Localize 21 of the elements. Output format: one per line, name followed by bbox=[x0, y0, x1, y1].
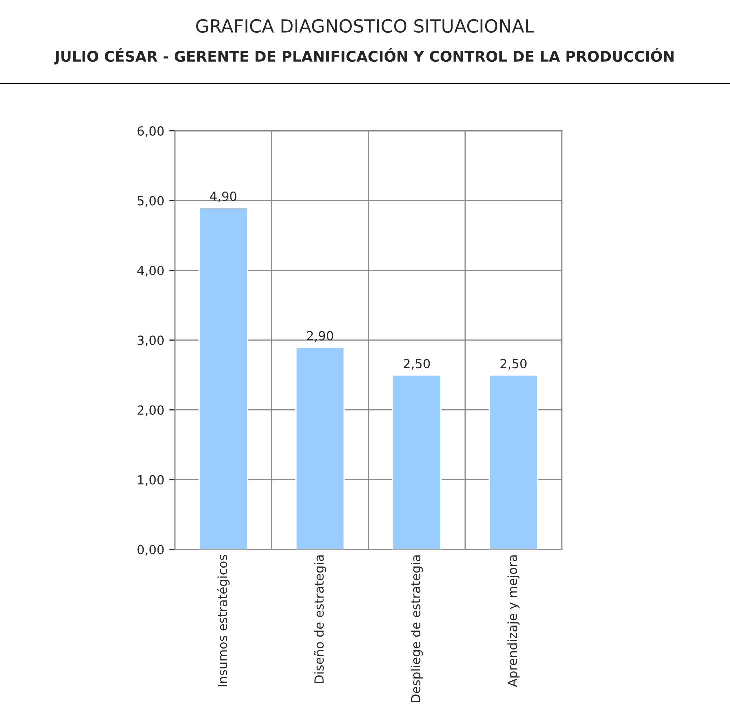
bar bbox=[198, 207, 248, 550]
data-label: 2,50 bbox=[404, 359, 430, 370]
y-tick-label: 5,00 bbox=[138, 196, 164, 208]
x-tick-label: Diseño de estrategia bbox=[314, 556, 326, 684]
x-tick-label: Despliege de estrategia bbox=[410, 556, 424, 702]
data-label: 2,90 bbox=[307, 331, 334, 342]
bar bbox=[392, 374, 442, 550]
data-label: 2,50 bbox=[500, 359, 527, 370]
bar bbox=[295, 346, 346, 550]
bar bbox=[488, 374, 539, 550]
y-tick-label: 1,00 bbox=[138, 475, 164, 486]
x-tick-label: Aprendizaje y mejora bbox=[508, 556, 520, 688]
chart-title: GRAFICA DIAGNOSTICO SITUACIONAL bbox=[196, 19, 534, 34]
x-tick-label: Insumos estratégicos bbox=[217, 555, 230, 687]
y-tick-label: 2,00 bbox=[138, 406, 164, 416]
y-tick-label: 0,00 bbox=[138, 545, 164, 556]
y-tick-label: 3,00 bbox=[138, 336, 164, 347]
chart-subtitle: JULIO CÉSAR - GERENTE DE PLANIFICACIÓN Y CONTROL DE LA PRODUCCIÓN bbox=[54, 48, 674, 65]
data-label: 4,90 bbox=[210, 192, 237, 202]
y-tick-label: 4,00 bbox=[138, 266, 164, 277]
y-tick-label: 6,00 bbox=[138, 126, 164, 138]
